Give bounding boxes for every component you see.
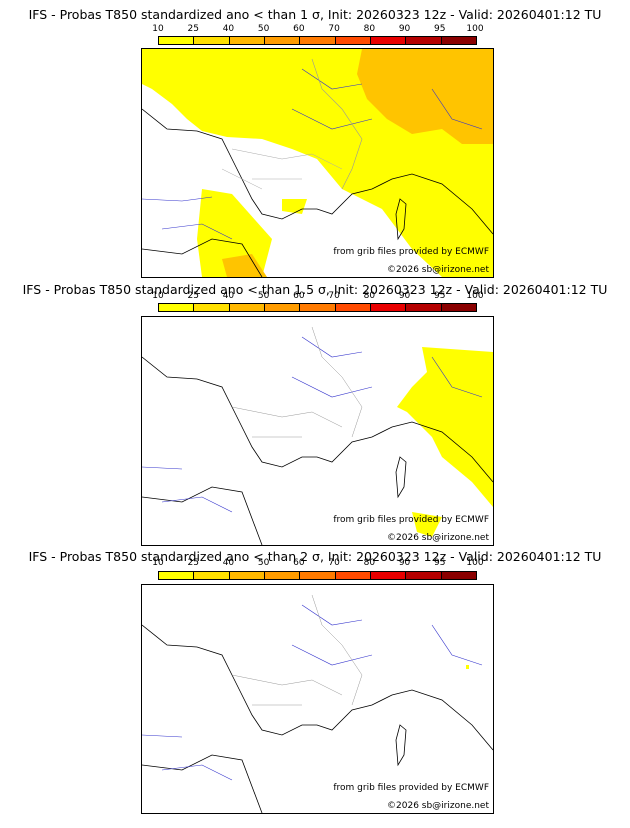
map-frame: from grib files provided by ECMWF ©2026 … <box>141 48 494 278</box>
colorbar-segment <box>264 304 301 311</box>
colorbar-tick-label: 40 <box>222 291 235 301</box>
colorbar-tick-label: 60 <box>293 558 305 568</box>
colorbar-segment <box>335 304 371 311</box>
colorbar-segment <box>194 572 230 579</box>
colorbar-ticks: 10 25 40 50 60 70 80 90 95 100 <box>152 291 483 301</box>
colorbar-tick-label: 95 <box>434 24 446 34</box>
colorbar-tick-label: 70 <box>328 24 340 34</box>
colorbar-segment <box>335 37 371 44</box>
credit-source: from grib files provided by ECMWF <box>333 247 489 257</box>
probability-map <box>142 594 493 813</box>
credit-source: from grib files provided by ECMWF <box>333 783 489 793</box>
colorbar-tick-label: 70 <box>328 558 340 568</box>
colorbar <box>158 303 477 312</box>
colorbar-segment <box>229 572 265 579</box>
colorbar-tick-label: 90 <box>398 558 411 568</box>
colorbar-segment <box>159 37 195 44</box>
panel-title: IFS - Probas T850 standardized ano < tha… <box>28 549 602 564</box>
colorbar-tick-label: 50 <box>257 24 270 34</box>
colorbar-segment <box>300 304 336 311</box>
colorbar-segment <box>264 37 301 44</box>
colorbar-segment <box>159 572 195 579</box>
colorbar-segment <box>441 572 476 579</box>
colorbar-tick-label: 95 <box>434 291 446 301</box>
colorbar-segment <box>264 572 301 579</box>
colorbar-tick-label: 25 <box>187 24 199 34</box>
colorbar-tick-label: 80 <box>363 558 376 568</box>
colorbar-segment <box>229 304 265 311</box>
colorbar-tick-label: 10 <box>152 291 164 301</box>
colorbar-tick-label: 25 <box>187 291 199 301</box>
colorbar-tick-label: 40 <box>222 558 235 568</box>
panel-title: IFS - Probas T850 standardized ano < tha… <box>28 7 602 22</box>
colorbar-tick-label: 50 <box>257 291 270 301</box>
colorbar-segment <box>370 37 407 44</box>
colorbar-tick-label: 60 <box>293 24 305 34</box>
colorbar-tick-label: 100 <box>466 558 484 568</box>
colorbar-tick-label: 70 <box>328 291 340 301</box>
colorbar-segment <box>194 304 230 311</box>
colorbar-tick-label: 80 <box>363 24 376 34</box>
map-frame: from grib files provided by ECMWF ©2026 … <box>141 584 494 814</box>
colorbar-tick-label: 50 <box>257 558 270 568</box>
colorbar-tick-label: 10 <box>152 558 164 568</box>
colorbar-segment <box>194 37 230 44</box>
colorbar-tick-label: 40 <box>222 24 235 34</box>
colorbar-tick-label: 25 <box>187 558 199 568</box>
credit-copyright: ©2026 sb@irizone.net <box>387 265 489 275</box>
map-frame: from grib files provided by ECMWF ©2026 … <box>141 316 494 546</box>
panel-title: IFS - Probas T850 standardized ano < tha… <box>22 282 608 297</box>
probability-map <box>142 326 493 545</box>
colorbar-segment <box>335 572 371 579</box>
colorbar-segment <box>159 304 195 311</box>
colorbar-tick-label: 100 <box>466 291 484 301</box>
colorbar-segment <box>370 572 407 579</box>
colorbar-tick-label: 10 <box>152 24 164 34</box>
colorbar-tick-label: 90 <box>398 24 411 34</box>
colorbar-ticks: 10 25 40 50 60 70 80 90 95 100 <box>152 24 483 34</box>
colorbar-tick-label: 60 <box>293 291 305 301</box>
credit-copyright: ©2026 sb@irizone.net <box>387 533 489 543</box>
colorbar-segment <box>370 304 407 311</box>
colorbar-segment <box>441 304 476 311</box>
colorbar-tick-label: 90 <box>398 291 411 301</box>
colorbar-segment <box>406 304 442 311</box>
colorbar <box>158 36 477 45</box>
colorbar-tick-label: 80 <box>363 291 376 301</box>
colorbar-segment <box>441 37 476 44</box>
colorbar-segment <box>300 572 336 579</box>
credit-copyright: ©2026 sb@irizone.net <box>387 801 489 811</box>
colorbar-segment <box>406 37 442 44</box>
colorbar-segment <box>406 572 442 579</box>
colorbar-tick-label: 100 <box>466 24 484 34</box>
credit-source: from grib files provided by ECMWF <box>333 515 489 525</box>
colorbar-tick-label: 95 <box>434 558 446 568</box>
colorbar <box>158 571 477 580</box>
colorbar-ticks: 10 25 40 50 60 70 80 90 95 100 <box>152 558 483 568</box>
probability-map <box>142 49 493 277</box>
colorbar-segment <box>229 37 265 44</box>
colorbar-segment <box>300 37 336 44</box>
